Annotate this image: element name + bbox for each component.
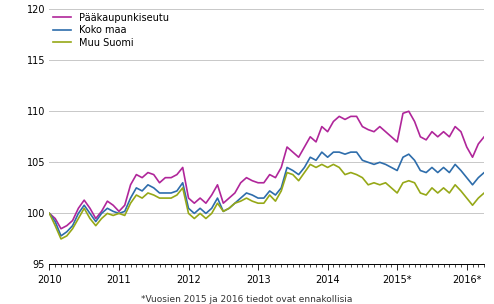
Koko maa xyxy=(319,150,325,154)
Koko maa xyxy=(342,152,348,156)
Text: *Vuosien 2015 ja 2016 tiedot ovat ennakollisia: *Vuosien 2015 ja 2016 tiedot ovat ennako… xyxy=(141,295,353,304)
Line: Pääkaupunkiseutu: Pääkaupunkiseutu xyxy=(49,111,494,229)
Pääkaupunkiseutu xyxy=(203,201,209,205)
Koko maa xyxy=(46,212,52,215)
Koko maa xyxy=(186,206,192,210)
Muu Suomi xyxy=(226,206,232,210)
Muu Suomi xyxy=(342,173,348,176)
Pääkaupunkiseutu xyxy=(186,196,192,200)
Line: Muu Suomi: Muu Suomi xyxy=(49,164,494,239)
Line: Koko maa: Koko maa xyxy=(49,152,494,236)
Koko maa xyxy=(58,234,64,238)
Muu Suomi xyxy=(203,217,209,220)
Muu Suomi xyxy=(307,163,313,166)
Pääkaupunkiseutu xyxy=(226,196,232,200)
Pääkaupunkiseutu xyxy=(58,227,64,230)
Muu Suomi xyxy=(186,212,192,215)
Koko maa xyxy=(360,158,366,162)
Koko maa xyxy=(203,212,209,215)
Muu Suomi xyxy=(46,212,52,215)
Legend: Pääkaupunkiseutu, Koko maa, Muu Suomi: Pääkaupunkiseutu, Koko maa, Muu Suomi xyxy=(52,12,169,49)
Pääkaupunkiseutu xyxy=(354,115,360,118)
Pääkaupunkiseutu xyxy=(46,212,52,215)
Pääkaupunkiseutu xyxy=(406,109,412,113)
Koko maa xyxy=(226,206,232,210)
Pääkaupunkiseutu xyxy=(336,115,342,118)
Muu Suomi xyxy=(58,237,64,241)
Muu Suomi xyxy=(360,176,366,179)
